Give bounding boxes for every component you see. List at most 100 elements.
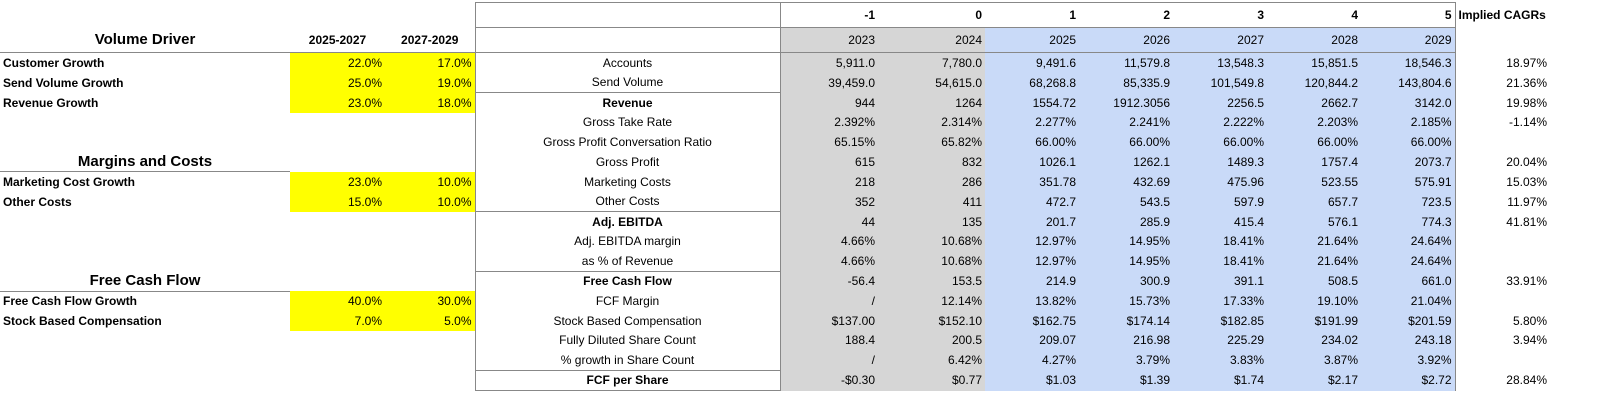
- driver-value: 17.0%: [385, 52, 476, 73]
- metric-value: 24.64%: [1361, 231, 1456, 251]
- metric-value: 214.9: [985, 271, 1079, 291]
- metric-value: 508.5: [1267, 271, 1361, 291]
- cagr-value: 41.81%: [1506, 214, 1547, 229]
- cell: [385, 132, 476, 152]
- driver-value: 30.0%: [385, 291, 476, 311]
- year-header: 2025: [985, 27, 1079, 53]
- metric-value: 13.82%: [985, 291, 1079, 311]
- cagr-value: [1455, 132, 1550, 152]
- metric-value: 6.42%: [878, 350, 985, 370]
- metric-value: 188.4: [780, 330, 878, 350]
- cell: [0, 331, 290, 351]
- metric-value: 351.78: [985, 171, 1079, 192]
- metric-value: 2256.5: [1173, 92, 1267, 113]
- metric-value: $182.85: [1173, 311, 1267, 331]
- metric-label: Gross Profit Conversation Ratio: [475, 132, 781, 152]
- metric-value: 3142.0: [1361, 92, 1456, 113]
- cell: [385, 350, 476, 370]
- period-index: 0: [878, 2, 985, 28]
- cagr-value: 18.97%: [1506, 55, 1547, 70]
- metric-value: 218: [780, 171, 878, 192]
- metric-value: 615: [780, 151, 878, 172]
- metric-value: 44: [780, 211, 878, 232]
- metric-value: 101,549.8: [1173, 72, 1267, 93]
- metric-label: Marketing Costs: [475, 171, 781, 192]
- metric-value: 1489.3: [1173, 151, 1267, 172]
- row: Other Costs 15.0% 10.0% Other Costs 352 411 47…: [0, 191, 1550, 212]
- metric-value: $191.99: [1267, 311, 1361, 331]
- metric-value: 153.5: [878, 271, 985, 291]
- metric-value: 3.92%: [1361, 350, 1456, 370]
- row: as % of Revenue 4.66% 10.68% 12.97% 14.95% 18…: [0, 251, 1550, 271]
- metric-value: 65.82%: [878, 132, 985, 152]
- period-index: 2: [1079, 2, 1173, 28]
- row: Gross Take Rate 2.392% 2.314% 2.277% 2.241% 2…: [0, 112, 1550, 132]
- row: Fully Diluted Share Count 188.4 200.5 209.0…: [0, 330, 1550, 351]
- metric-value: 2.241%: [1079, 112, 1173, 132]
- metric-value: 2.392%: [780, 112, 878, 132]
- metric-value: 24.64%: [1361, 251, 1456, 271]
- driver-label: Send Volume Growth: [3, 75, 124, 90]
- metric-label: FCF Margin: [475, 291, 781, 311]
- cell: [0, 232, 290, 252]
- metric-label: Other Costs: [475, 191, 781, 212]
- cell: [0, 370, 290, 391]
- metric-value: 9,491.6: [985, 52, 1079, 73]
- metric-value: 54,615.0: [878, 72, 985, 93]
- metric-value: 66.00%: [1361, 132, 1456, 152]
- metric-value: $1.03: [985, 370, 1079, 391]
- metric-value: 300.9: [1079, 271, 1173, 291]
- cagr-value: 28.84%: [1506, 373, 1547, 388]
- metric-value: 1912.3056: [1079, 92, 1173, 113]
- metric-value: 1262.1: [1079, 151, 1173, 172]
- metric-value: 352: [780, 191, 878, 212]
- driver-label: Marketing Cost Growth: [3, 174, 136, 189]
- metric-value: 201.7: [985, 211, 1079, 232]
- column-header: 2027-2029: [385, 27, 476, 53]
- row: Marketing Cost Growth 23.0% 10.0% Marketing…: [0, 171, 1550, 192]
- metric-label: FCF per Share: [475, 369, 781, 391]
- year-header: 2027: [1173, 27, 1267, 53]
- cagr-value: 3.94%: [1512, 333, 1547, 348]
- period-index: -1: [780, 2, 878, 28]
- year-header: 2026: [1079, 27, 1173, 53]
- cell: [290, 3, 385, 28]
- cagr-value: 20.04%: [1506, 154, 1547, 169]
- metric-value: 1264: [878, 92, 985, 113]
- cell: [0, 132, 290, 152]
- cell: [475, 27, 781, 53]
- metric-value: 657.7: [1267, 191, 1361, 212]
- cell: [290, 350, 385, 370]
- metric-value: /: [780, 291, 878, 311]
- row: Gross Profit Conversation Ratio 65.15% 65.…: [0, 132, 1550, 152]
- sheet-body: -1 0 1 2 3 4 5 Implied CAGRs Volume Driver 2025-2…: [0, 2, 1550, 391]
- cell: [290, 251, 385, 271]
- cagr-header: Implied CAGRs: [1458, 8, 1546, 22]
- driver-value: 40.0%: [290, 291, 385, 311]
- row: Stock Based Compensation 7.0% 5.0% Stock Ba…: [0, 311, 1550, 331]
- metric-value: 19.10%: [1267, 291, 1361, 311]
- cell: [290, 271, 385, 291]
- metric-value: 216.98: [1079, 330, 1173, 350]
- metric-value: 2.222%: [1173, 112, 1267, 132]
- metric-value: 14.95%: [1079, 251, 1173, 271]
- period-index: 5: [1361, 2, 1456, 28]
- metric-value: 723.5: [1361, 191, 1456, 212]
- metric-value: 2.314%: [878, 112, 985, 132]
- row: Revenue Growth 23.0% 18.0% Revenue 944 1264 15…: [0, 92, 1550, 113]
- metric-value: 65.15%: [780, 132, 878, 152]
- metric-value: 120,844.2: [1267, 72, 1361, 93]
- metric-value: -$0.30: [780, 370, 878, 391]
- cell: [1455, 28, 1550, 53]
- cagr-value: [1455, 232, 1550, 252]
- metric-value: 832: [878, 151, 985, 172]
- metric-value: 2073.7: [1361, 151, 1456, 172]
- cell: [290, 331, 385, 351]
- metric-label: Send Volume: [475, 72, 781, 93]
- metric-value: $137.00: [780, 311, 878, 331]
- metric-value: 286: [878, 171, 985, 192]
- metric-value: 543.5: [1079, 191, 1173, 212]
- metric-value: 18.41%: [1173, 231, 1267, 251]
- metric-value: 576.1: [1267, 211, 1361, 232]
- year-header: 2028: [1267, 27, 1361, 53]
